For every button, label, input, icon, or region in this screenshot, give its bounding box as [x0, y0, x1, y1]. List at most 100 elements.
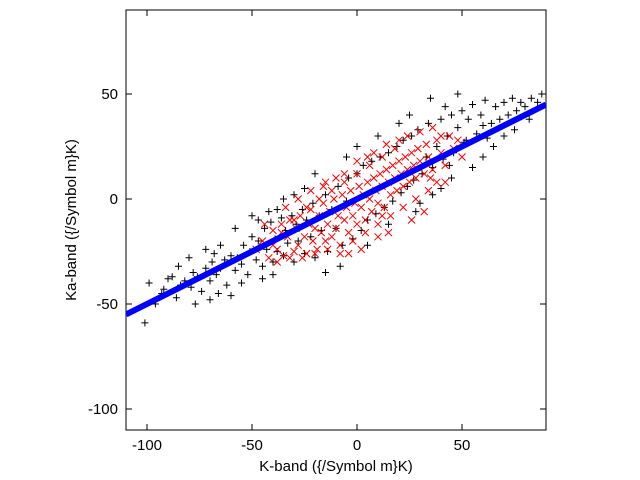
plus-marker — [290, 258, 298, 266]
y-axis-label: Ka-band ({/Symbol m}K) — [63, 139, 80, 301]
plus-marker — [448, 111, 455, 119]
plus-marker — [504, 111, 512, 119]
fit-layer — [126, 101, 546, 318]
plus-marker — [374, 132, 382, 140]
plus-marker — [525, 115, 533, 123]
plus-marker — [301, 185, 308, 192]
plus-marker — [454, 90, 462, 98]
fit-line — [126, 101, 546, 318]
cross-marker — [323, 245, 332, 254]
plus-marker — [141, 319, 149, 327]
cross-marker — [323, 220, 332, 229]
plus-marker — [441, 103, 449, 111]
plus-marker — [322, 269, 329, 276]
points-layer — [141, 90, 546, 327]
plus-marker — [469, 164, 476, 171]
cross-marker — [374, 220, 382, 229]
plus-marker — [477, 111, 485, 119]
cross-marker — [382, 140, 391, 149]
plus-marker — [385, 149, 392, 157]
cross-marker — [395, 136, 403, 145]
cross-marker — [374, 199, 382, 208]
cross-marker — [445, 132, 454, 140]
cross-marker — [338, 190, 347, 199]
cross-marker — [386, 190, 395, 199]
cross-marker — [273, 258, 282, 266]
cross-marker — [384, 228, 393, 237]
cross-marker — [332, 174, 340, 182]
plus-marker — [508, 94, 516, 102]
cross-marker — [317, 228, 326, 237]
cross-marker — [321, 237, 330, 245]
plus-marker — [254, 216, 262, 224]
plus-marker — [336, 262, 344, 270]
plus-marker — [492, 103, 500, 111]
plus-marker — [227, 252, 235, 260]
plus-marker — [210, 250, 218, 258]
plus-marker — [273, 206, 281, 213]
cross-marker — [365, 161, 374, 170]
cross-marker — [340, 178, 349, 187]
cross-marker — [411, 195, 420, 203]
cross-marker — [426, 174, 435, 182]
cross-marker — [432, 178, 441, 187]
plus-marker — [238, 260, 245, 268]
plus-marker — [364, 241, 371, 249]
plus-marker — [511, 126, 518, 134]
plus-marker — [223, 281, 231, 289]
cross-marker — [300, 232, 309, 241]
plus-marker — [294, 237, 302, 245]
plus-marker — [208, 258, 216, 266]
plus-marker — [429, 191, 437, 199]
plus-marker — [248, 212, 256, 220]
cross-marker — [353, 220, 361, 229]
plus-marker — [448, 174, 455, 182]
plus-marker — [322, 191, 329, 199]
cross-marker — [428, 165, 437, 174]
cross-marker — [363, 153, 372, 161]
plus-marker — [206, 277, 214, 285]
plus-marker — [464, 115, 472, 123]
plus-marker — [479, 122, 487, 129]
cross-marker — [279, 251, 288, 260]
plus-marker — [479, 153, 487, 161]
cross-marker — [294, 195, 303, 203]
plus-marker — [277, 214, 285, 222]
plus-marker — [259, 262, 266, 270]
plus-marker — [353, 143, 361, 150]
plus-marker — [496, 115, 504, 123]
plus-marker — [191, 300, 199, 308]
plus-marker — [412, 208, 420, 216]
cross-marker — [407, 216, 416, 224]
cross-marker — [367, 207, 376, 216]
plus-marker — [244, 271, 252, 279]
cross-marker — [340, 169, 349, 178]
plus-marker — [311, 254, 319, 262]
plus-marker — [445, 161, 453, 169]
cross-marker — [353, 157, 361, 166]
plus-marker — [513, 107, 521, 115]
plus-marker — [385, 220, 392, 228]
cross-marker — [344, 228, 353, 237]
cross-marker — [296, 211, 305, 220]
cross-marker — [309, 237, 317, 245]
plus-marker — [527, 94, 535, 102]
cross-marker — [336, 249, 345, 258]
cross-marker — [353, 169, 361, 178]
plus-marker — [267, 218, 275, 226]
cross-marker — [390, 144, 399, 153]
plus-marker — [269, 271, 277, 279]
cross-marker — [414, 144, 422, 153]
plus-marker — [198, 287, 206, 295]
x-axis-label: K-band ({/Symbol m}K) — [259, 458, 412, 475]
cross-marker — [290, 247, 298, 256]
plus-marker — [248, 233, 256, 241]
cross-marker — [277, 220, 286, 229]
plus-marker — [395, 119, 403, 127]
cross-marker — [361, 216, 370, 224]
plus-marker — [265, 208, 273, 216]
plus-marker — [252, 256, 260, 264]
cross-marker — [306, 186, 315, 195]
cross-marker — [403, 132, 412, 140]
